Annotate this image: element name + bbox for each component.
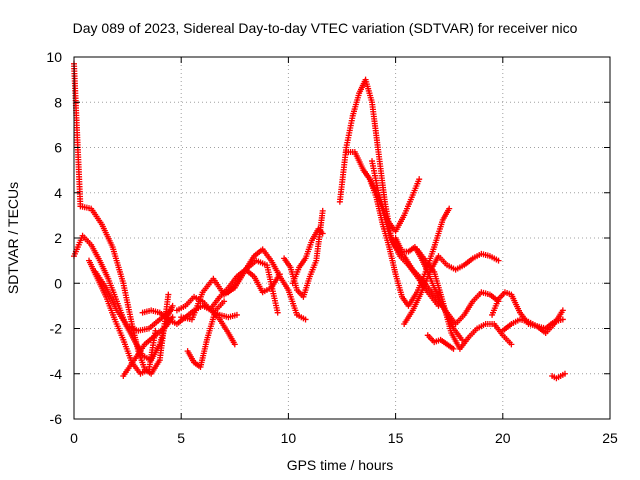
y-tick-label: 0 [54, 275, 62, 291]
data-point [221, 298, 228, 305]
series-track-t [414, 246, 515, 352]
series-track-s [401, 250, 502, 327]
series-track-m [289, 225, 326, 287]
x-tick-label: 25 [602, 430, 618, 446]
data-point [559, 316, 566, 323]
x-tick-label: 5 [177, 430, 185, 446]
x-tick-label: 10 [281, 430, 297, 446]
chart-title: Day 089 of 2023, Sidereal Day-to-day VTE… [73, 20, 578, 36]
data-point [561, 370, 568, 377]
data-point [459, 336, 466, 343]
data-point [167, 307, 174, 314]
data-point [559, 307, 566, 314]
series-track-g [173, 293, 238, 348]
series-track-a [71, 60, 172, 377]
data-point [446, 205, 453, 212]
series-track-h [184, 298, 228, 370]
data-point [169, 302, 176, 309]
series-track-u [424, 332, 457, 352]
series-track-c [86, 257, 159, 377]
y-axis-label: SDTVAR / TECUs [5, 182, 21, 294]
x-tick-label: 0 [70, 430, 78, 446]
y-tick-labels: -6 -4 -2 0 2 4 6 8 10 [46, 49, 62, 427]
data-point [319, 230, 326, 237]
y-tick-label: 4 [54, 185, 62, 201]
series-track-w [499, 307, 566, 337]
y-tick-label: -6 [50, 411, 63, 427]
y-tick-label: 10 [46, 49, 62, 65]
data-point [231, 341, 238, 348]
series-track-q [369, 158, 423, 235]
series-track-e [120, 314, 176, 380]
data-point [233, 311, 240, 318]
data-marks [71, 60, 568, 382]
data-point [416, 176, 423, 183]
data-point [450, 345, 457, 352]
series-track-d [92, 268, 174, 334]
data-point [165, 291, 172, 298]
y-tick-label: -2 [50, 321, 63, 337]
data-point [495, 257, 502, 264]
series-track-x [549, 370, 568, 382]
series-track-k [225, 246, 309, 323]
x-tick-label: 20 [495, 430, 511, 446]
axis-ticks [73, 56, 611, 420]
y-tick-label: 8 [54, 94, 62, 110]
y-tick-label: 2 [54, 230, 62, 246]
data-point [508, 341, 515, 348]
x-tick-label: 15 [388, 430, 404, 446]
x-tick-labels: 0 5 10 15 20 25 [70, 430, 618, 446]
x-axis-label: GPS time / hours [287, 457, 394, 473]
y-tick-label: 6 [54, 140, 62, 156]
data-point [302, 316, 309, 323]
data-point [274, 309, 281, 316]
data-point [319, 207, 326, 214]
y-tick-label: -4 [50, 366, 63, 382]
grid [74, 57, 610, 419]
series-track-b [71, 232, 176, 364]
